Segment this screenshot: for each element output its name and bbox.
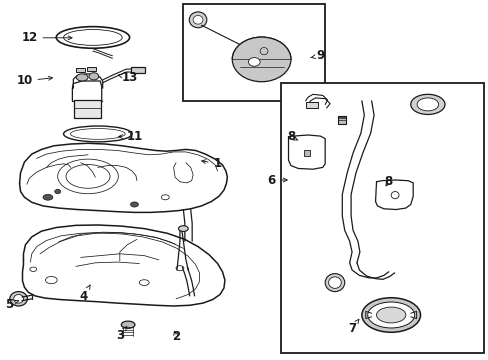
Ellipse shape [130, 202, 138, 207]
Bar [74, 100, 101, 118]
Ellipse shape [232, 37, 290, 82]
Ellipse shape [367, 302, 414, 328]
Text: 6: 6 [267, 174, 286, 186]
Ellipse shape [89, 73, 99, 80]
Text: 7: 7 [347, 319, 358, 335]
Ellipse shape [193, 15, 203, 24]
Text: 11: 11 [119, 130, 142, 143]
Ellipse shape [189, 12, 206, 28]
Text: 12: 12 [21, 31, 72, 44]
Ellipse shape [416, 98, 438, 111]
Text: 8: 8 [384, 175, 392, 188]
Text: 9: 9 [310, 49, 324, 62]
Ellipse shape [361, 298, 420, 332]
Ellipse shape [325, 274, 344, 292]
Text: 13: 13 [118, 71, 138, 84]
Bar [305, 102, 317, 108]
Bar [183, 4, 325, 101]
Text: 5: 5 [5, 298, 19, 311]
Text: 3: 3 [116, 326, 126, 342]
Ellipse shape [410, 94, 444, 114]
Bar [131, 67, 144, 73]
Ellipse shape [55, 189, 61, 194]
Text: 2: 2 [172, 330, 180, 343]
Bar [87, 67, 96, 71]
Bar [76, 68, 84, 72]
Ellipse shape [178, 226, 188, 231]
Ellipse shape [10, 292, 27, 306]
Ellipse shape [43, 194, 53, 200]
Text: 4: 4 [79, 285, 90, 303]
Bar [338, 116, 346, 124]
Ellipse shape [328, 277, 341, 288]
Ellipse shape [14, 294, 23, 303]
Text: 8: 8 [286, 130, 297, 143]
Ellipse shape [121, 321, 135, 328]
Text: 10: 10 [16, 75, 52, 87]
Ellipse shape [248, 58, 260, 66]
Ellipse shape [376, 307, 405, 323]
Bar [304, 150, 309, 156]
Bar [281, 83, 483, 353]
Ellipse shape [76, 74, 88, 81]
Text: 1: 1 [202, 157, 221, 170]
